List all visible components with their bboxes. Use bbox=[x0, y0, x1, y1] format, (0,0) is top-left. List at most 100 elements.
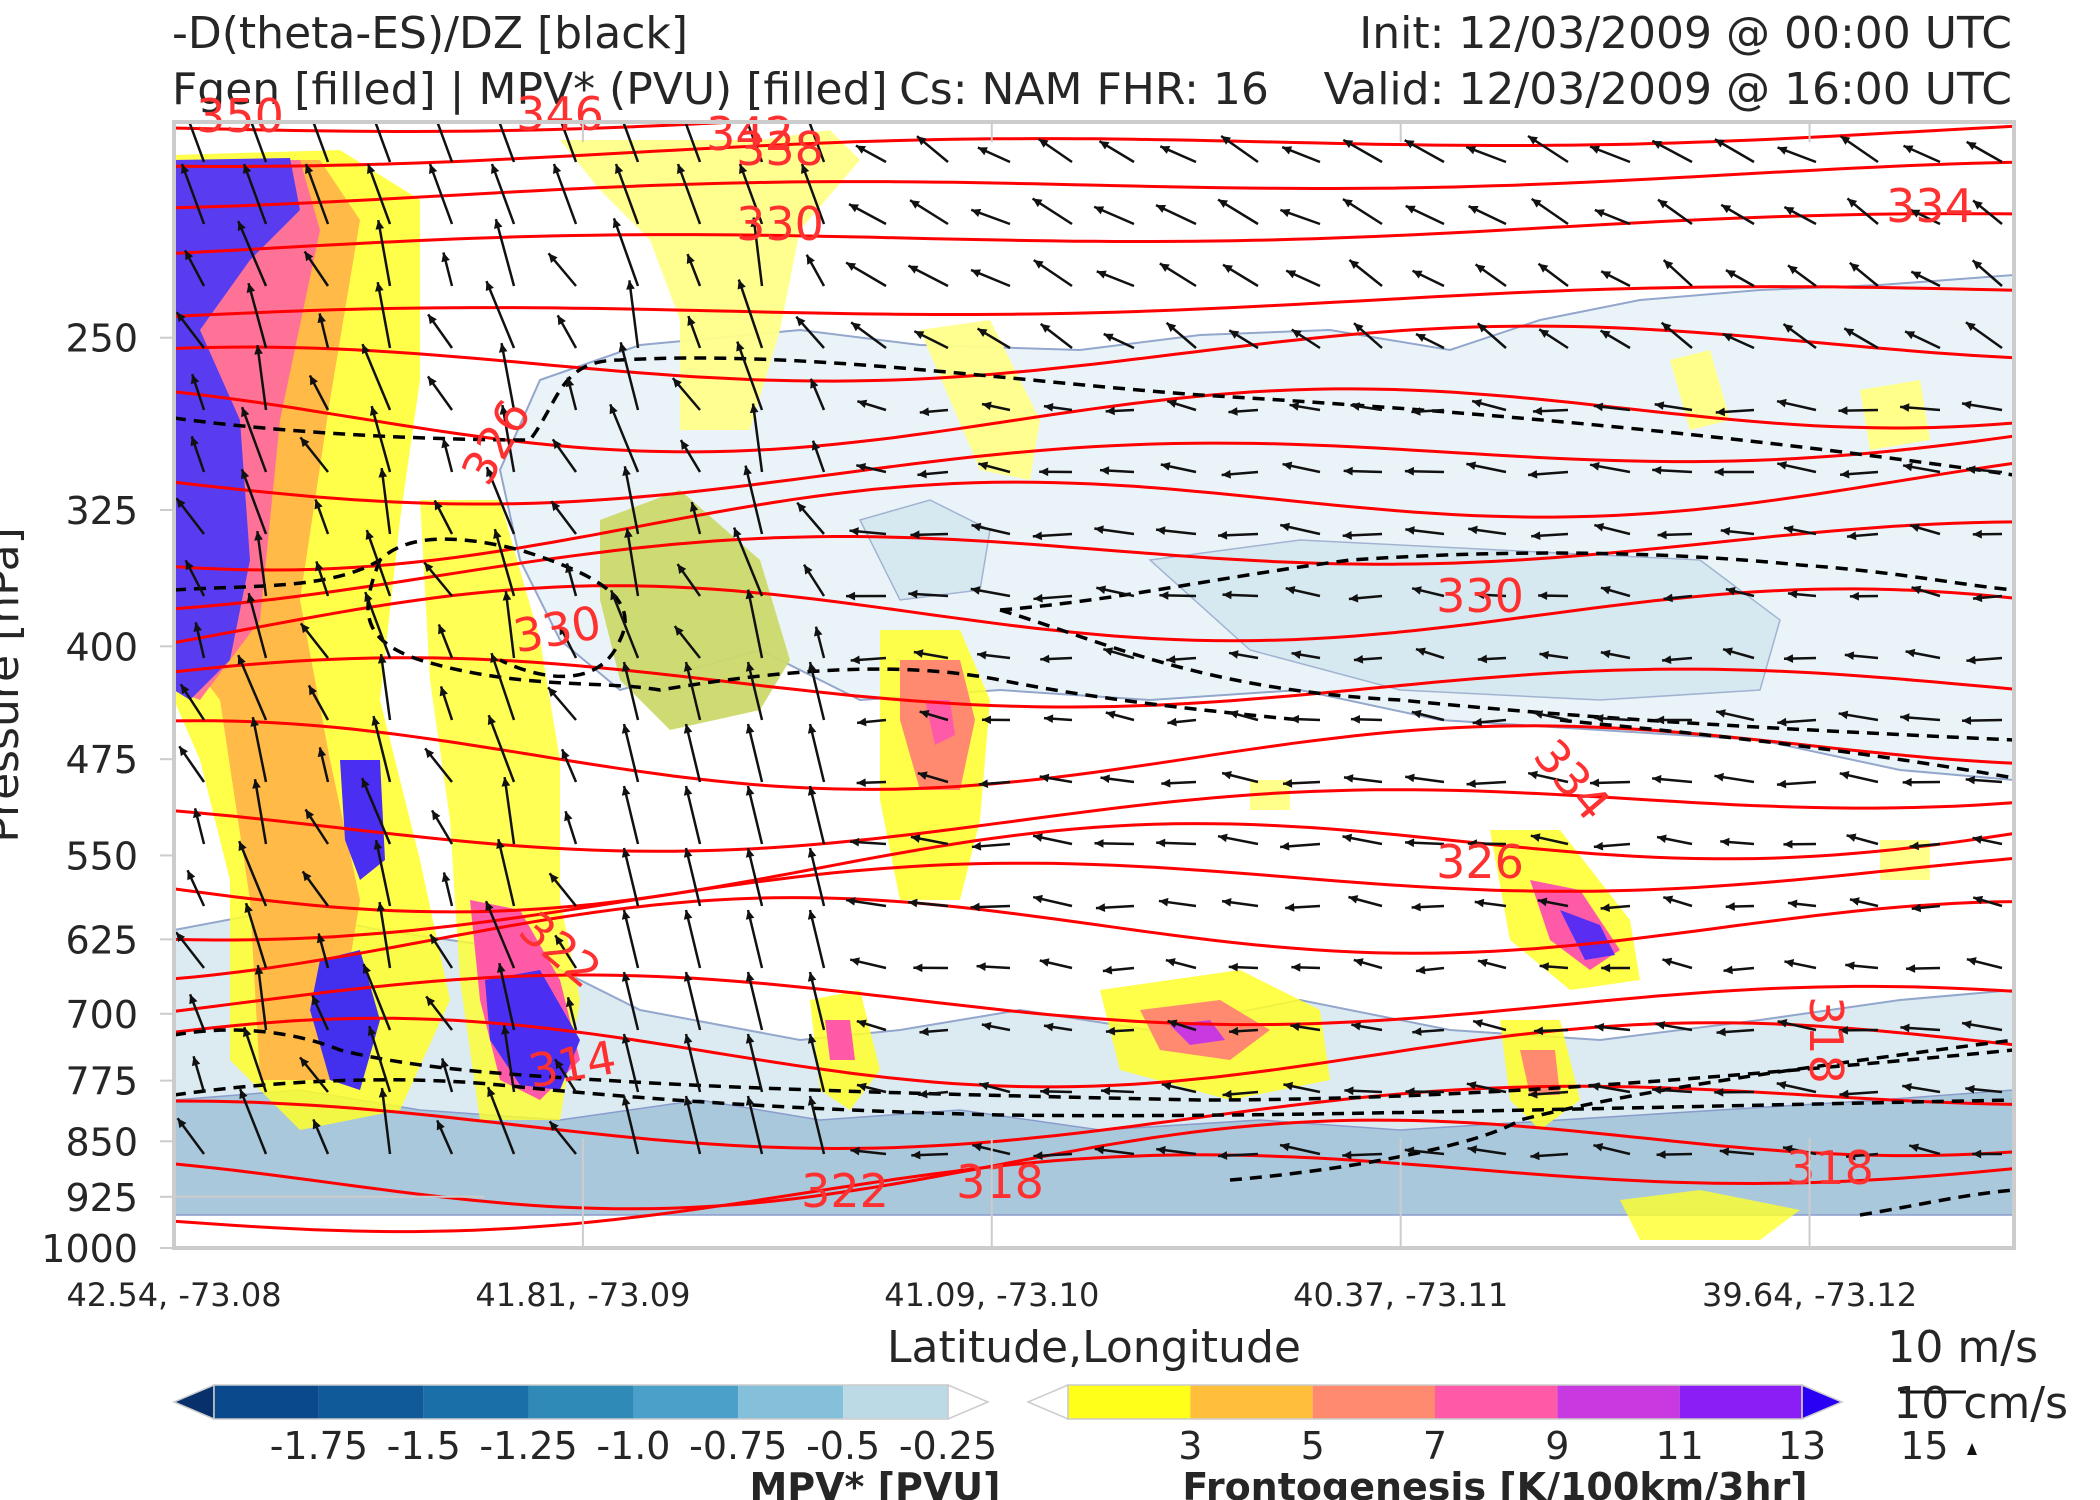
y-tick-label: 850 bbox=[65, 1120, 138, 1164]
wind-vector-head bbox=[436, 1120, 445, 1131]
fgen-low-4-pink bbox=[1520, 1050, 1560, 1095]
wind-vector-head bbox=[971, 841, 982, 851]
wind-vector-head bbox=[302, 871, 312, 882]
wind-vector-head bbox=[743, 465, 752, 476]
wind-vector bbox=[490, 163, 516, 225]
colorbar-swatch bbox=[633, 1385, 739, 1419]
wind-vector bbox=[625, 528, 640, 597]
wind-vector-head bbox=[1095, 903, 1106, 912]
theta-e-contour-line bbox=[174, 461, 2014, 572]
wind-vector bbox=[240, 468, 268, 535]
wind-vector-head bbox=[426, 996, 436, 1007]
wind-vector-head bbox=[1218, 199, 1229, 208]
wind-vector bbox=[746, 909, 764, 969]
wind-vector-head bbox=[315, 561, 324, 572]
mpv-colorbar-label: MPV* [PVU] bbox=[749, 1465, 1000, 1500]
wind-vector-head bbox=[1229, 650, 1239, 659]
stability-contour-line bbox=[174, 1078, 2014, 1118]
stability-contour-line bbox=[1229, 1038, 2014, 1182]
wind-vector-head bbox=[621, 848, 631, 858]
theta-e-contour-line bbox=[174, 387, 2014, 454]
wind-vector-head bbox=[621, 1096, 631, 1106]
wind-vector-head bbox=[1105, 710, 1116, 720]
theta-e-contour-line bbox=[174, 788, 2014, 853]
colorbar-tick-label: -1.5 bbox=[387, 1424, 461, 1468]
wind-vector-head bbox=[551, 501, 561, 512]
wind-vector-head bbox=[609, 404, 618, 415]
wind-vector bbox=[614, 163, 640, 225]
wind-vector bbox=[622, 909, 640, 969]
wind-vector-head bbox=[977, 328, 988, 337]
wind-vector-head bbox=[911, 1150, 921, 1160]
theta-e-contour-line bbox=[174, 656, 2014, 709]
fgen-right-small bbox=[920, 320, 1040, 480]
wind-vector-head bbox=[674, 626, 684, 636]
wind-vector-head bbox=[1218, 1151, 1228, 1160]
wind-vector-head bbox=[1530, 1151, 1540, 1161]
wind-vector bbox=[238, 840, 268, 907]
wind-vector-head bbox=[1283, 1081, 1294, 1091]
wind-vector-head bbox=[1282, 146, 1293, 155]
wind-vector-head bbox=[1285, 903, 1295, 912]
contour-label: 318 bbox=[1786, 1141, 1874, 1195]
wind-vector-head bbox=[427, 376, 437, 387]
wind-vector-head bbox=[191, 1056, 201, 1067]
wind-vector-head bbox=[1600, 903, 1610, 913]
wind-vector bbox=[622, 971, 640, 1031]
wind-vector bbox=[372, 715, 392, 783]
wind-vector-head bbox=[797, 502, 807, 513]
colorbar-swatch bbox=[843, 1385, 948, 1419]
wind-vector-head bbox=[1043, 403, 1054, 412]
wind-vector bbox=[256, 344, 268, 411]
wind-vector bbox=[490, 652, 516, 721]
wind-vector-head bbox=[1103, 647, 1114, 656]
wind-vector-head bbox=[621, 786, 631, 796]
wind-vector-head bbox=[237, 221, 246, 232]
wind-vector-head bbox=[1663, 260, 1674, 270]
filled-contours bbox=[174, 130, 2014, 1240]
wind-vector bbox=[622, 847, 640, 907]
wind-vector-head bbox=[185, 250, 194, 261]
wind-vector-head bbox=[181, 164, 190, 174]
wind-vector-head bbox=[1161, 778, 1171, 788]
wind-vector-head bbox=[846, 591, 856, 601]
wind-vector-head bbox=[683, 786, 693, 796]
wind-vector-head bbox=[559, 625, 568, 636]
wind-vector bbox=[800, 163, 826, 225]
wind-vector-head bbox=[1787, 899, 1798, 909]
wind-vector-head bbox=[309, 375, 318, 386]
colorbar-extend-right bbox=[1801, 1383, 1844, 1421]
wind-vector-head bbox=[745, 972, 755, 982]
wind-vector-head bbox=[626, 280, 635, 290]
wind-vector bbox=[243, 1026, 268, 1093]
wind-vector bbox=[622, 661, 640, 721]
wind-vector bbox=[746, 122, 764, 163]
wind-vector-head bbox=[1096, 270, 1107, 279]
wind-vector bbox=[502, 1024, 516, 1093]
wind-vector-head bbox=[910, 200, 920, 209]
wind-vector-head bbox=[1156, 838, 1166, 848]
wind-vector-head bbox=[750, 217, 760, 228]
wind-vector-head bbox=[745, 848, 755, 858]
wind-vector-head bbox=[487, 1087, 496, 1098]
wind-vector bbox=[622, 723, 640, 783]
wind-vector-head bbox=[804, 564, 813, 575]
wind-vector-head bbox=[1094, 206, 1105, 215]
wind-vector bbox=[808, 847, 826, 907]
wind-vector-head bbox=[1528, 136, 1538, 145]
wind-vector-head bbox=[1652, 140, 1663, 149]
stability-contour-line bbox=[999, 608, 2014, 742]
wind-vector-head bbox=[371, 716, 380, 726]
wind-vector-head bbox=[1723, 647, 1733, 656]
wind-vector-head bbox=[549, 1121, 559, 1132]
wind-vector bbox=[244, 902, 268, 969]
wind-vector-head bbox=[300, 623, 310, 634]
wind-vector-head bbox=[1657, 530, 1667, 540]
wind-vector-head bbox=[1719, 1147, 1730, 1157]
wind-vector-head bbox=[1039, 773, 1050, 783]
wind-vector-head bbox=[185, 560, 194, 571]
wind-vector-head bbox=[254, 345, 263, 355]
y-axis-label: Pressure [hPa] bbox=[0, 527, 29, 843]
wind-vector-head bbox=[910, 530, 920, 540]
